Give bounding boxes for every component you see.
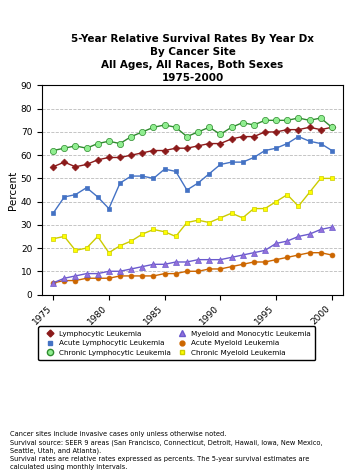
X-axis label: Year of diagnosis: Year of diagnosis [143, 330, 242, 340]
Title: 5-Year Relative Survival Rates By Year Dx
By Cancer Site
All Ages, All Races, Bo: 5-Year Relative Survival Rates By Year D… [71, 34, 314, 83]
Legend: Lymphocytic Leukemia, Acute Lymphocytic Leukemia, Chronic Lymphocytic Leukemia, : Lymphocytic Leukemia, Acute Lymphocytic … [38, 326, 315, 360]
Text: Cancer sites include invasive cases only unless otherwise noted.
Survival source: Cancer sites include invasive cases only… [10, 431, 323, 470]
Y-axis label: Percent: Percent [8, 171, 18, 209]
